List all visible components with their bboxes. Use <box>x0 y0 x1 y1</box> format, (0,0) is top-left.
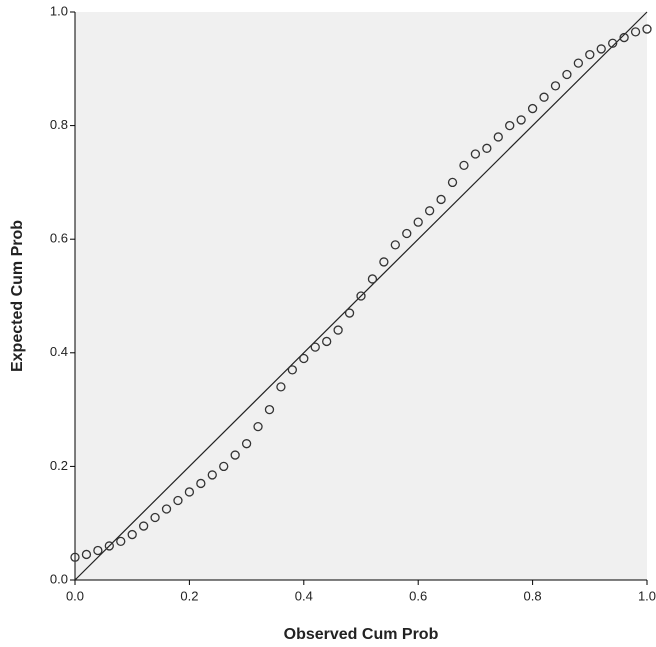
data-point <box>127 529 137 540</box>
y-tick-label: 0.8 <box>50 117 68 132</box>
data-point <box>596 44 606 54</box>
data-point <box>413 217 423 227</box>
data-point <box>344 308 355 318</box>
data-point <box>642 24 652 34</box>
data-point <box>253 421 263 432</box>
y-tick-label: 0.2 <box>50 458 68 473</box>
reference-line <box>74 11 648 581</box>
data-point <box>573 58 584 68</box>
data-point <box>436 194 446 205</box>
x-tick-label: 0.2 <box>180 588 198 603</box>
y-tick-label: 1.0 <box>50 3 68 18</box>
data-point <box>184 487 195 497</box>
data-point <box>196 478 206 489</box>
data-point <box>310 342 320 352</box>
data-point <box>219 461 229 472</box>
data-point <box>402 228 412 239</box>
data-point <box>150 512 160 523</box>
x-tick-label: 1.0 <box>638 588 656 603</box>
x-tick-label: 0.0 <box>66 588 84 603</box>
data-point <box>93 545 103 556</box>
data-point <box>619 32 629 43</box>
y-tick-label: 0.0 <box>50 571 68 586</box>
y-axis-title: Expected Cum Prob <box>9 220 26 372</box>
data-point <box>493 132 503 142</box>
data-point <box>390 240 400 250</box>
data-point <box>527 103 538 114</box>
data-point <box>299 353 309 364</box>
data-point <box>116 536 126 547</box>
data-point <box>173 495 183 506</box>
data-point <box>138 521 149 531</box>
data-point <box>81 549 92 560</box>
data-point <box>207 470 217 480</box>
data-point <box>585 49 595 60</box>
data-point <box>550 81 561 91</box>
x-axis-title: Observed Cum Prob <box>284 626 439 643</box>
data-point <box>379 257 389 267</box>
data-point <box>287 365 298 375</box>
data-point <box>367 274 378 284</box>
data-point <box>104 541 114 551</box>
data-point <box>630 27 641 37</box>
data-point <box>505 120 515 131</box>
x-tick-label: 0.8 <box>524 588 542 603</box>
data-point <box>459 160 469 171</box>
data-point <box>276 382 286 392</box>
data-point <box>447 177 458 188</box>
data-point <box>424 206 435 216</box>
data-point <box>322 336 332 347</box>
data-point <box>333 325 343 335</box>
data-point <box>470 149 481 159</box>
data-point <box>608 38 618 48</box>
data-point <box>70 552 80 562</box>
data-point <box>516 115 526 125</box>
data-point <box>230 450 240 460</box>
data-point <box>356 291 366 301</box>
y-tick-label: 0.6 <box>50 231 68 246</box>
data-point <box>241 439 252 449</box>
data-point <box>161 504 172 514</box>
data-point <box>539 92 549 102</box>
data-point <box>264 404 275 415</box>
x-tick-label: 0.6 <box>409 588 427 603</box>
x-tick-label: 0.4 <box>295 588 313 603</box>
data-point <box>562 69 572 80</box>
data-point <box>482 143 492 153</box>
y-tick-label: 0.4 <box>50 344 68 359</box>
